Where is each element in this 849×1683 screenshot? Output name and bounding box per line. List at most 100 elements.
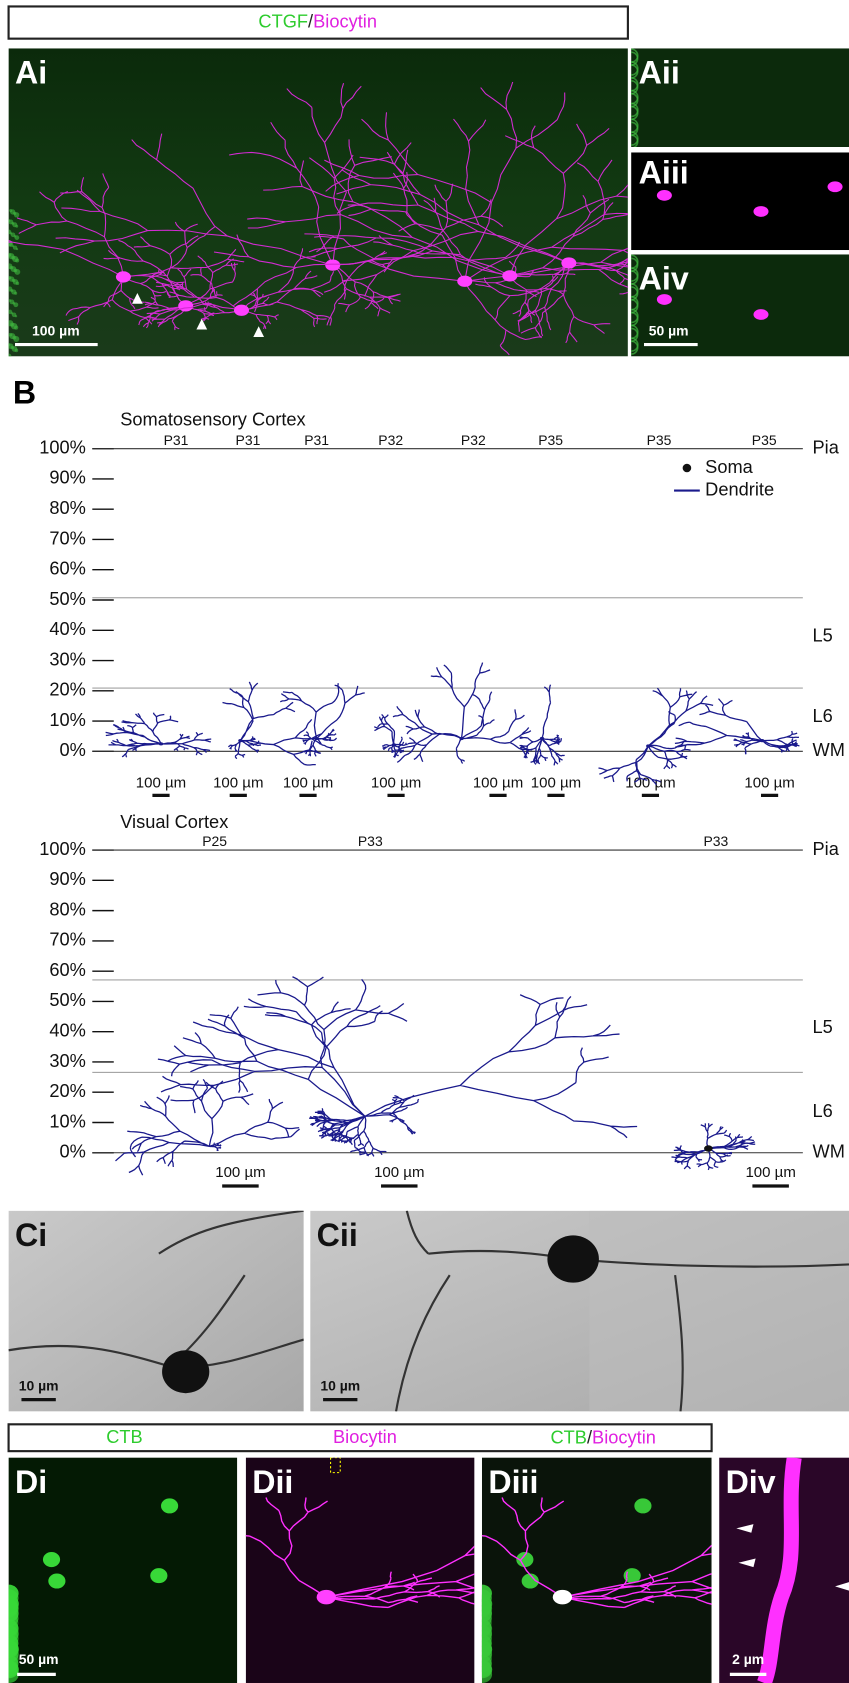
image-cii [310,1211,849,1412]
scale-label: 100 µm [283,775,333,792]
tracings: 100%90%80%70%60%50%40%30%20%10%0%PiaL5L6… [39,432,845,1186]
soma [459,737,463,740]
fluor-speck [15,235,20,240]
y-tick-label: 90% [49,467,85,488]
soma [317,1590,336,1604]
y-tick-label: 30% [49,648,85,669]
figure: CTGF/Biocytin Ai Aii Aiii Aiv 100 µm 50 … [0,0,849,1683]
y-tick-label: 90% [49,868,85,889]
scale-label: 2 µm [732,1651,764,1667]
y-tick-label: 60% [49,558,85,579]
fluor-speck [13,336,19,342]
ctb-cell [473,1595,492,1612]
scale-label: 100 µm [745,1164,795,1181]
age-label: P35 [752,432,777,448]
scale-label: 100 µm [371,775,421,792]
soma [457,276,472,287]
ctb-cell [634,1498,651,1513]
fluor-speck [6,354,11,359]
age-label: P33 [358,833,383,849]
fluor-speck [14,212,19,217]
dendrite-tracing [115,1079,299,1175]
soma [392,743,396,746]
scale-label: 50 µm [649,322,689,338]
age-label: P35 [647,432,672,448]
y-tick-label: 10% [49,709,85,730]
y-tick-label: 70% [49,929,85,950]
fluor-speck [15,258,19,262]
stain: CTGF [258,10,308,31]
dendrite-tracing [671,1123,755,1170]
scale-label: 100 µm [744,775,794,792]
panel-label: B [13,374,36,410]
stain: Biocytin [333,1426,397,1447]
soma [561,257,576,268]
fluor-speck [14,325,18,329]
y-tick-label: 20% [49,1080,85,1101]
dendrite-tracing [106,713,212,758]
y-tick-label: 40% [49,618,85,639]
y-tick-label: 100% [39,436,86,457]
stain: Biocytin [592,1426,656,1447]
scale-label: 100 µm [473,775,523,792]
soma [178,300,193,311]
panel-label: Ci [15,1217,47,1253]
stain: CTB [106,1426,142,1447]
ctb-cell [0,1595,19,1612]
soma [646,744,650,747]
age-label: P32 [461,432,486,448]
ctb-cell [473,1661,492,1678]
dendrite-tracing [280,683,364,756]
image-tile [589,1211,849,1412]
y-tick-label: 0% [60,1141,86,1162]
y-tick-label: 20% [49,679,85,700]
layer-label: L5 [813,624,833,645]
scale-label: 100 µm [136,775,186,792]
soma [162,1350,209,1393]
soma [704,1145,713,1151]
fluor-speck [15,349,19,353]
labeled-soma [753,206,768,217]
soma [540,737,544,740]
panel-label: Ai [15,55,47,91]
scale-label: 10 µm [19,1377,59,1393]
age-label: P31 [164,432,189,448]
ctb-cell [473,1620,492,1637]
panel-label: Diii [488,1464,538,1500]
age-label: P31 [304,432,329,448]
ctb-cell [150,1568,167,1583]
soma [547,1235,599,1282]
age-label: P35 [538,432,563,448]
labeled-soma [657,190,672,201]
legend-label: Soma [705,456,753,477]
image-ai [0,48,740,358]
y-tick-label: 60% [49,959,85,980]
age-label: P31 [236,432,261,448]
scale-label: 100 µm [531,775,581,792]
ctb-cell [43,1552,60,1567]
legend-label: Dendrite [705,478,774,499]
soma [116,271,131,282]
age-label: P32 [378,432,403,448]
scale-label: 100 µm [32,322,80,338]
soma [314,737,318,740]
y-tick-label: 50% [49,588,85,609]
fluor-speck [14,292,17,295]
layer-label: L5 [813,1016,833,1037]
fluor-speck [13,302,18,307]
panel-label: Aiv [639,261,689,297]
labeled-soma [753,309,768,320]
fluor-speck [16,248,18,250]
fluor-speck [16,282,19,285]
y-tick-label: 10% [49,1110,85,1131]
y-tick-label: 50% [49,989,85,1010]
soma [502,270,517,281]
section-title: Visual Cortex [120,811,228,832]
layer-label: L6 [813,1100,833,1121]
ctb-cell [0,1641,19,1658]
panel-label: Dii [252,1464,293,1500]
labeled-soma [828,181,843,192]
layer-label: WM [813,739,845,760]
soma [760,739,764,742]
ctb-cell [48,1574,65,1589]
